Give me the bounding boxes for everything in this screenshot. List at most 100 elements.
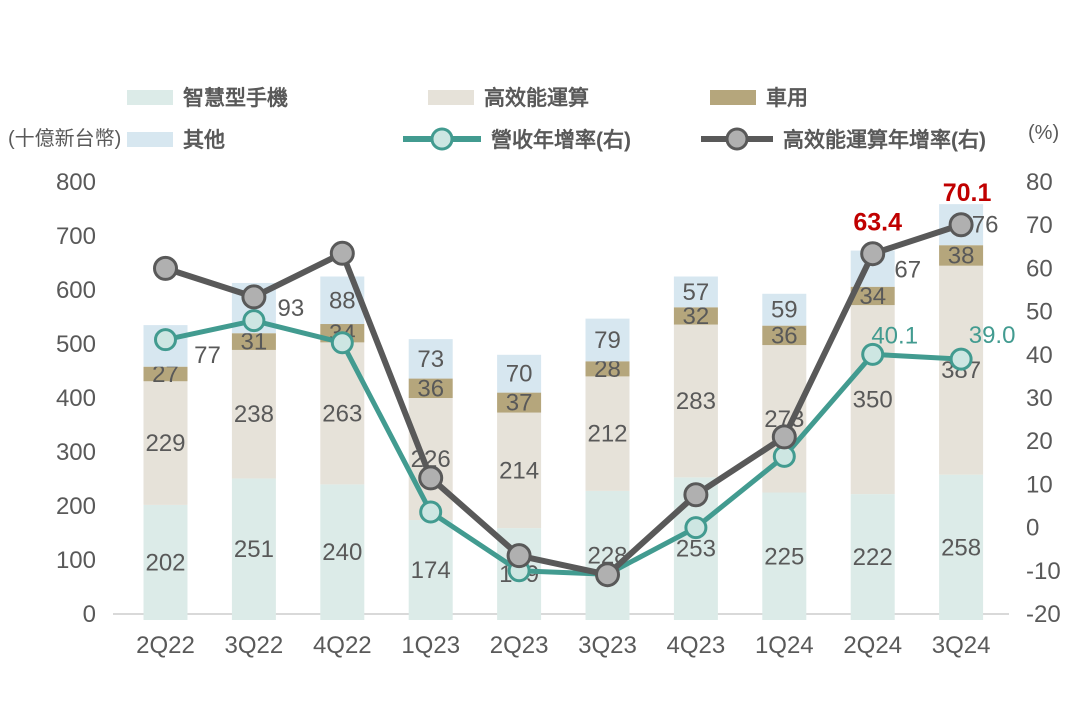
- x-axis-label: 3Q23: [578, 632, 637, 659]
- marker-hpc-yoy: [418, 465, 444, 491]
- bar-segment-smartphone: [939, 474, 984, 620]
- bar-segment-automotive: [939, 245, 984, 266]
- y-axis-tick-left: 500: [56, 331, 96, 358]
- marker-hpc-yoy: [506, 543, 532, 569]
- point-label-hpc-yoy: 63.4: [853, 209, 902, 237]
- legend-swatch-others: [127, 131, 173, 147]
- x-axis-label: 1Q23: [401, 632, 460, 659]
- marker-revenue-yoy: [154, 328, 177, 352]
- bar-segment-smartphone: [320, 484, 365, 620]
- marker-revenue-yoy: [242, 309, 266, 333]
- bar-segment-hpc: [585, 376, 630, 491]
- bar-value-label-others: 73: [417, 346, 444, 373]
- y-axis-tick-right: 0: [1026, 515, 1039, 542]
- bar-segment-automotive: [673, 307, 718, 325]
- bar-value-label-others: 93: [278, 295, 305, 322]
- bar-value-label-hpc: 212: [587, 421, 627, 448]
- trend-line-hpc-yoy: [164, 221, 963, 578]
- bar-value-label-smartphone: 253: [676, 536, 716, 563]
- y-axis-tick-right: 80: [1026, 169, 1053, 196]
- y-axis-tick-left: 0: [83, 601, 96, 628]
- legend-item-hpc-yoy: 高效能運算年增率(右): [701, 124, 986, 154]
- bar-value-label-automotive: 34: [859, 283, 886, 310]
- bar-value-label-smartphone: 222: [853, 544, 893, 571]
- x-axis-label: 2Q22: [136, 632, 195, 659]
- legend-swatch-hpc: [428, 89, 474, 105]
- bar-value-label-hpc: 214: [499, 457, 539, 484]
- bar-segment-smartphone: [762, 492, 807, 620]
- bar-value-label-others: 57: [683, 279, 710, 306]
- point-label-hpc-yoy: 70.1: [943, 179, 992, 207]
- bar-segment-smartphone: [850, 494, 895, 620]
- marker-hpc-yoy: [595, 562, 620, 588]
- trend-line-revenue-yoy: [164, 318, 962, 577]
- bar-segment-automotive: [497, 392, 542, 413]
- marker-hpc-yoy: [153, 255, 178, 281]
- y-axis-tick-right: -20: [1026, 601, 1061, 628]
- legend-label-smartphone: 智慧型手機: [183, 87, 288, 110]
- marker-revenue-yoy: [949, 347, 973, 371]
- y-axis-tick-right: -10: [1026, 558, 1061, 585]
- x-axis-label: 3Q24: [932, 632, 991, 659]
- point-label-revenue-yoy: 40.1: [871, 322, 918, 349]
- bar-value-label-others: 77: [194, 342, 221, 369]
- y-axis-tick-right: 50: [1026, 299, 1053, 326]
- x-axis-label: 3Q22: [225, 632, 284, 659]
- bar-segment-hpc: [673, 324, 718, 478]
- marker-revenue-yoy: [861, 342, 885, 366]
- bar-value-label-hpc: 238: [234, 401, 274, 428]
- y-axis-tick-right: 10: [1026, 471, 1053, 498]
- bar-value-label-others: 76: [972, 212, 999, 239]
- bar-value-label-hpc: 283: [676, 388, 716, 415]
- bar-value-label-hpc: 229: [145, 430, 185, 457]
- bar-segment-hpc: [143, 381, 188, 505]
- y-axis-tick-right: 30: [1026, 385, 1053, 412]
- legend-item-smartphone: 智慧型手機: [127, 82, 288, 112]
- bar-segment-hpc: [408, 398, 453, 521]
- legend-line-marker-revenue-yoy-icon: [403, 127, 481, 151]
- legend-label-automotive: 車用: [766, 87, 808, 110]
- marker-hpc-yoy: [241, 284, 267, 310]
- bar-value-label-others: 59: [771, 297, 798, 324]
- bar-segment-others: [673, 276, 718, 308]
- y-axis-tick-left: 800: [56, 169, 96, 196]
- right-axis-unit: (%): [1028, 122, 1060, 144]
- bar-segment-others: [408, 339, 453, 379]
- legend-label-others: 其他: [183, 129, 225, 152]
- marker-hpc-yoy: [771, 424, 797, 450]
- x-axis-label: 1Q24: [755, 632, 814, 659]
- bar-segment-smartphone: [143, 504, 188, 620]
- y-axis-tick-right: 60: [1026, 255, 1053, 282]
- y-axis-tick-left: 400: [56, 385, 96, 412]
- bar-value-label-automotive: 32: [683, 303, 710, 330]
- legend-item-revenue-yoy: 營收年增率(右): [403, 124, 631, 154]
- bar-value-label-others: 67: [894, 257, 921, 284]
- bar-segment-hpc: [497, 412, 542, 529]
- x-axis-label: 2Q23: [490, 632, 549, 659]
- bar-value-label-automotive: 38: [948, 242, 975, 269]
- bar-value-label-others: 88: [329, 287, 356, 314]
- y-axis-tick-left: 600: [56, 277, 96, 304]
- legend-swatch-automotive: [710, 89, 756, 105]
- legend-item-others: 其他: [127, 124, 225, 154]
- bar-value-label-others: 79: [594, 327, 621, 354]
- bar-segment-automotive: [408, 378, 453, 398]
- bar-segment-hpc: [850, 305, 895, 495]
- marker-hpc-yoy: [860, 241, 886, 267]
- bar-value-label-smartphone: 258: [941, 534, 981, 561]
- bar-value-label-smartphone: 240: [322, 539, 362, 566]
- marker-revenue-yoy: [330, 331, 354, 355]
- point-label-revenue-yoy: 39.0: [969, 322, 1016, 349]
- bar-segment-automotive: [850, 286, 895, 306]
- bar-segment-automotive: [231, 333, 276, 350]
- bar-segment-smartphone: [585, 490, 630, 620]
- legend-label-hpc-yoy: 高效能運算年增率(右): [783, 129, 986, 152]
- bar-segment-automotive: [762, 325, 807, 346]
- x-axis-label: 2Q24: [843, 632, 902, 659]
- x-axis-label: 4Q23: [667, 632, 726, 659]
- bar-value-label-smartphone: 202: [145, 549, 185, 576]
- x-axis-label: 4Q22: [313, 632, 372, 659]
- legend-label-revenue-yoy: 營收年增率(右): [491, 129, 631, 152]
- bar-value-label-automotive: 36: [771, 322, 798, 349]
